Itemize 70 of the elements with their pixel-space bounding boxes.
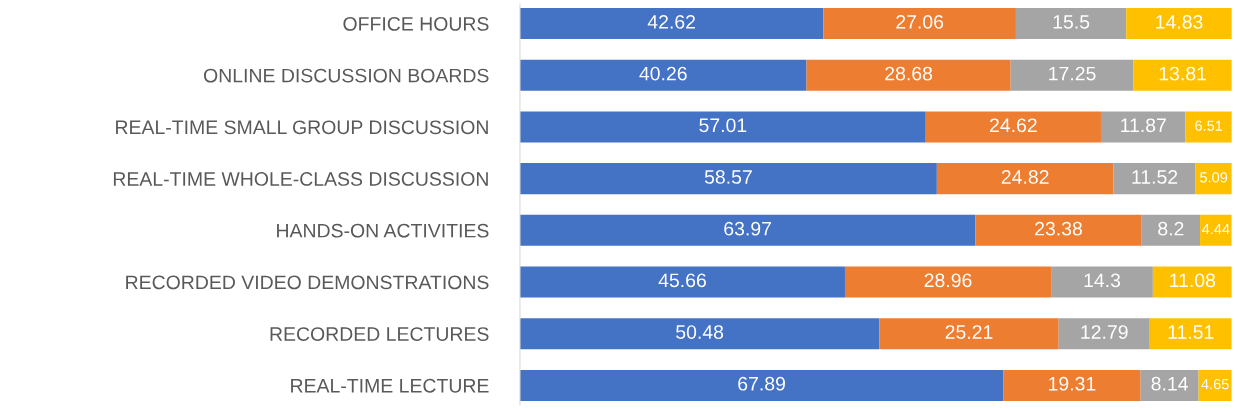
y-tick-label: REAL-TIME LECTURE (291, 378, 489, 393)
bar (519, 214, 976, 246)
bar (519, 163, 937, 195)
data-label: 50.48 (676, 325, 724, 339)
data-label: 57.01 (699, 118, 747, 133)
data-label: 24.62 (990, 118, 1037, 133)
data-label: 15.5 (1053, 15, 1090, 29)
bar (1010, 59, 1134, 91)
data-label: 24.82 (1001, 170, 1049, 184)
data-label: 11.51 (1168, 325, 1214, 339)
bar (519, 59, 807, 91)
data-label: 11.52 (1132, 170, 1178, 184)
data-label: 11.87 (1121, 118, 1166, 133)
data-label: 67.89 (738, 376, 785, 391)
bar (806, 59, 1011, 91)
data-label: 4.65 (1201, 378, 1229, 390)
data-label: 63.97 (724, 221, 771, 236)
y-tick-label: RECORDED LECTURES (270, 327, 489, 341)
data-label: 58.57 (704, 170, 752, 184)
bar (936, 163, 1114, 195)
data-label: 28.96 (924, 273, 972, 288)
bar (1133, 59, 1232, 91)
bar (1058, 318, 1150, 350)
data-label: 12.79 (1081, 325, 1128, 339)
bar (519, 111, 926, 143)
bar (844, 266, 1052, 298)
bar (1140, 369, 1199, 401)
bar (1149, 318, 1232, 350)
bar (1003, 369, 1141, 401)
bar (1185, 111, 1232, 143)
bar (1152, 266, 1232, 298)
bar (1141, 214, 1201, 246)
bar (879, 318, 1059, 350)
bar (1100, 111, 1186, 143)
data-label: 45.66 (658, 273, 706, 288)
data-label: 19.31 (1049, 376, 1096, 391)
data-label: 8.2 (1158, 221, 1184, 236)
y-tick-label: REAL-TIME WHOLE-CLASS DISCUSSION (113, 172, 488, 186)
bar (519, 318, 880, 350)
bar (1051, 266, 1153, 298)
data-label: 5.09 (1200, 172, 1228, 183)
bar (1113, 163, 1196, 195)
y-tick-label: REAL-TIME SMALL GROUP DISCUSSION (116, 120, 488, 135)
bar (519, 8, 824, 40)
bar (1126, 8, 1232, 40)
data-label: 42.62 (647, 15, 695, 29)
data-label: 25.21 (945, 325, 993, 339)
bar (975, 214, 1142, 246)
data-label: 11.08 (1170, 273, 1216, 288)
data-label: 14.83 (1156, 15, 1203, 29)
bar (1015, 8, 1127, 40)
y-tick-label: ONLINE DISCUSSION BOARDS (204, 68, 489, 83)
data-label: 17.25 (1049, 66, 1096, 81)
data-label: 4.44 (1202, 224, 1230, 235)
bar (519, 266, 845, 298)
data-label: 14.3 (1084, 273, 1121, 288)
bar (1200, 214, 1232, 246)
y-tick-label: HANDS-ON ACTIVITIES (277, 223, 489, 238)
bar (925, 111, 1101, 143)
y-tick-label: OFFICE HOURS (343, 17, 489, 31)
y-tick-label: RECORDED VIDEO DEMONSTRATIONS (126, 275, 489, 290)
data-label: 8.14 (1151, 376, 1188, 391)
bar (519, 369, 1004, 401)
bar (823, 8, 1016, 40)
data-label: 23.38 (1035, 221, 1082, 236)
data-label: 27.06 (896, 15, 944, 29)
data-label: 6.51 (1195, 120, 1223, 131)
data-label: 13.81 (1159, 66, 1206, 81)
data-label: 28.68 (885, 66, 933, 81)
data-label: 40.26 (639, 66, 687, 81)
